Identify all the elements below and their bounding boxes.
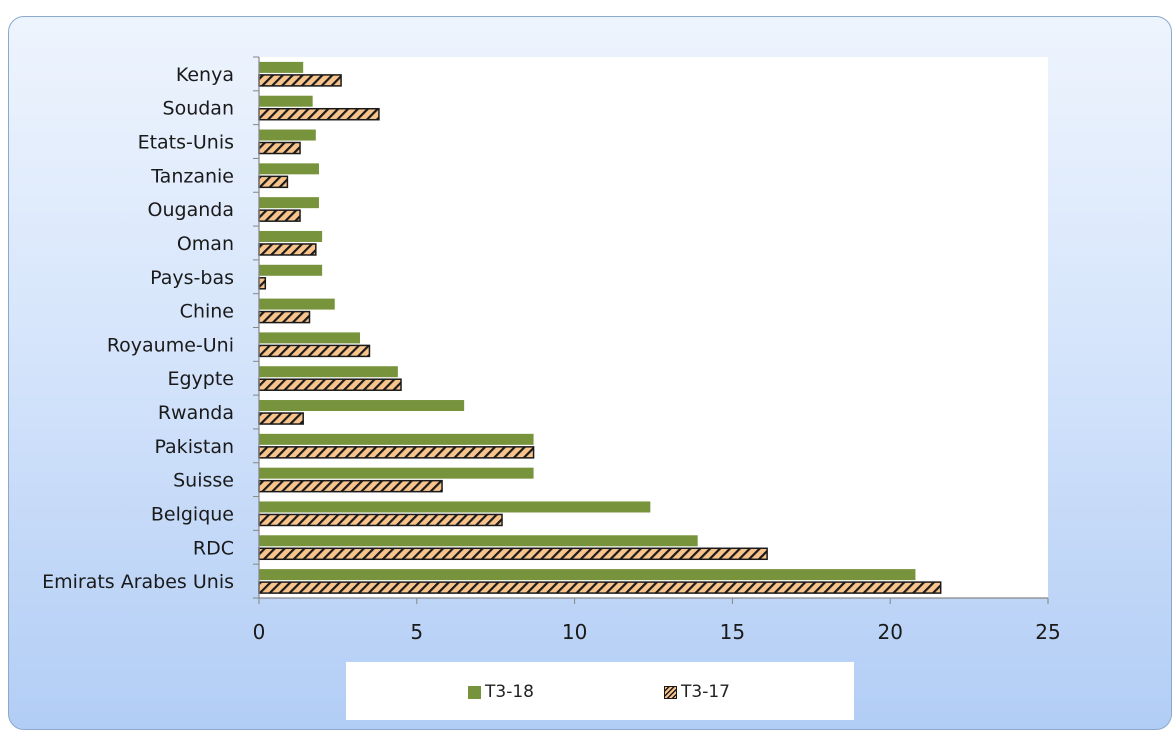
bar-t3-18-etats-unis bbox=[259, 129, 316, 141]
category-label-soudan: Soudan bbox=[163, 98, 234, 120]
bar-t3-17-soudan bbox=[258, 107, 380, 121]
x-tick-label-15: 15 bbox=[720, 620, 745, 644]
bar-t3-17-rwanda bbox=[258, 412, 304, 425]
category-label-belgique: Belgique bbox=[151, 503, 234, 525]
bar-t3-18-suisse bbox=[259, 467, 534, 479]
bar-t3-17-oman bbox=[258, 243, 317, 256]
x-tick-label-10: 10 bbox=[562, 620, 587, 644]
x-tick-label-20: 20 bbox=[877, 620, 902, 644]
x-tick-label-0: 0 bbox=[253, 620, 266, 644]
x-tick-label-25: 25 bbox=[1035, 620, 1060, 644]
bar-t3-17-ouganda bbox=[258, 209, 301, 222]
legend: T3-18 T3-17 bbox=[346, 662, 854, 720]
axes-group bbox=[253, 56, 1049, 604]
category-label-pakistan: Pakistan bbox=[154, 436, 234, 458]
bar-t3-18-egypte bbox=[259, 366, 398, 378]
category-label-rdc: RDC bbox=[193, 537, 234, 559]
bar-t3-18-pays-bas bbox=[259, 264, 323, 276]
category-label-kenya: Kenya bbox=[176, 64, 234, 86]
bar-t3-18-rwanda bbox=[259, 400, 465, 412]
category-label-suisse: Suisse bbox=[173, 470, 234, 492]
tick-label-group: 0 5 10 15 20 25 bbox=[253, 620, 1061, 644]
bar-t3-18-ouganda bbox=[259, 197, 319, 209]
bar-t3-17-kenya bbox=[258, 74, 342, 87]
bar-t3-17-pakistan bbox=[258, 446, 535, 459]
bar-t3-17-egypte bbox=[258, 378, 402, 391]
bar-t3-18-soudan bbox=[259, 95, 313, 107]
category-label-pays-bas: Pays-bas bbox=[150, 267, 234, 289]
category-label-rwanda: Rwanda bbox=[158, 402, 234, 424]
category-label-group: Kenya Soudan Etats-Unis Tanzanie Ouganda Oman… bbox=[42, 64, 234, 593]
bar-t3-18-oman bbox=[259, 230, 323, 242]
legend-item-t3-18: T3-18 bbox=[468, 682, 534, 702]
bar-t3-18-chine bbox=[259, 298, 335, 310]
bar-t3-18-rdc bbox=[259, 535, 698, 547]
legend-swatch-t3-18 bbox=[468, 685, 481, 699]
legend-item-t3-17: T3-17 bbox=[664, 682, 730, 702]
bar-t3-18-tanzanie bbox=[259, 163, 319, 175]
bar-t3-17-royaume-uni bbox=[258, 344, 371, 358]
bar-t3-18-belgique bbox=[259, 501, 651, 513]
category-label-chine: Chine bbox=[180, 301, 234, 323]
category-label-royaume-uni: Royaume-Uni bbox=[107, 334, 234, 356]
legend-label-t3-17: T3-17 bbox=[681, 682, 730, 702]
bar-t3-17-etats-unis bbox=[258, 141, 301, 155]
category-label-tanzanie: Tanzanie bbox=[150, 165, 234, 187]
bar-t3-17-suisse bbox=[258, 479, 443, 493]
category-label-oman: Oman bbox=[177, 233, 234, 255]
cropped-title-strip bbox=[0, 0, 1174, 14]
category-label-etats-unis: Etats-Unis bbox=[138, 132, 234, 154]
bar-t3-17-rdc bbox=[258, 547, 768, 561]
bar-t3-17-emirats-arabes-unis bbox=[258, 581, 942, 594]
bar-t3-17-chine bbox=[258, 310, 311, 324]
bar-t3-17-belgique bbox=[258, 513, 503, 527]
category-label-emirats-arabes-unis: Emirats Arabes Unis bbox=[42, 571, 234, 593]
bar-t3-17-tanzanie bbox=[258, 175, 289, 189]
category-label-ouganda: Ouganda bbox=[148, 199, 234, 221]
x-tick-label-5: 5 bbox=[410, 620, 423, 644]
bar-t3-18-pakistan bbox=[259, 433, 534, 445]
legend-label-t3-18: T3-18 bbox=[485, 682, 534, 702]
bar-t3-18-kenya bbox=[259, 61, 304, 73]
category-label-egypte: Egypte bbox=[167, 368, 234, 390]
bar-t3-18-emirats-arabes-unis bbox=[259, 569, 916, 581]
bar-t3-17-pays-bas bbox=[258, 277, 267, 290]
bar-t3-18-royaume-uni bbox=[259, 332, 360, 344]
legend-swatch-t3-17 bbox=[664, 685, 677, 699]
